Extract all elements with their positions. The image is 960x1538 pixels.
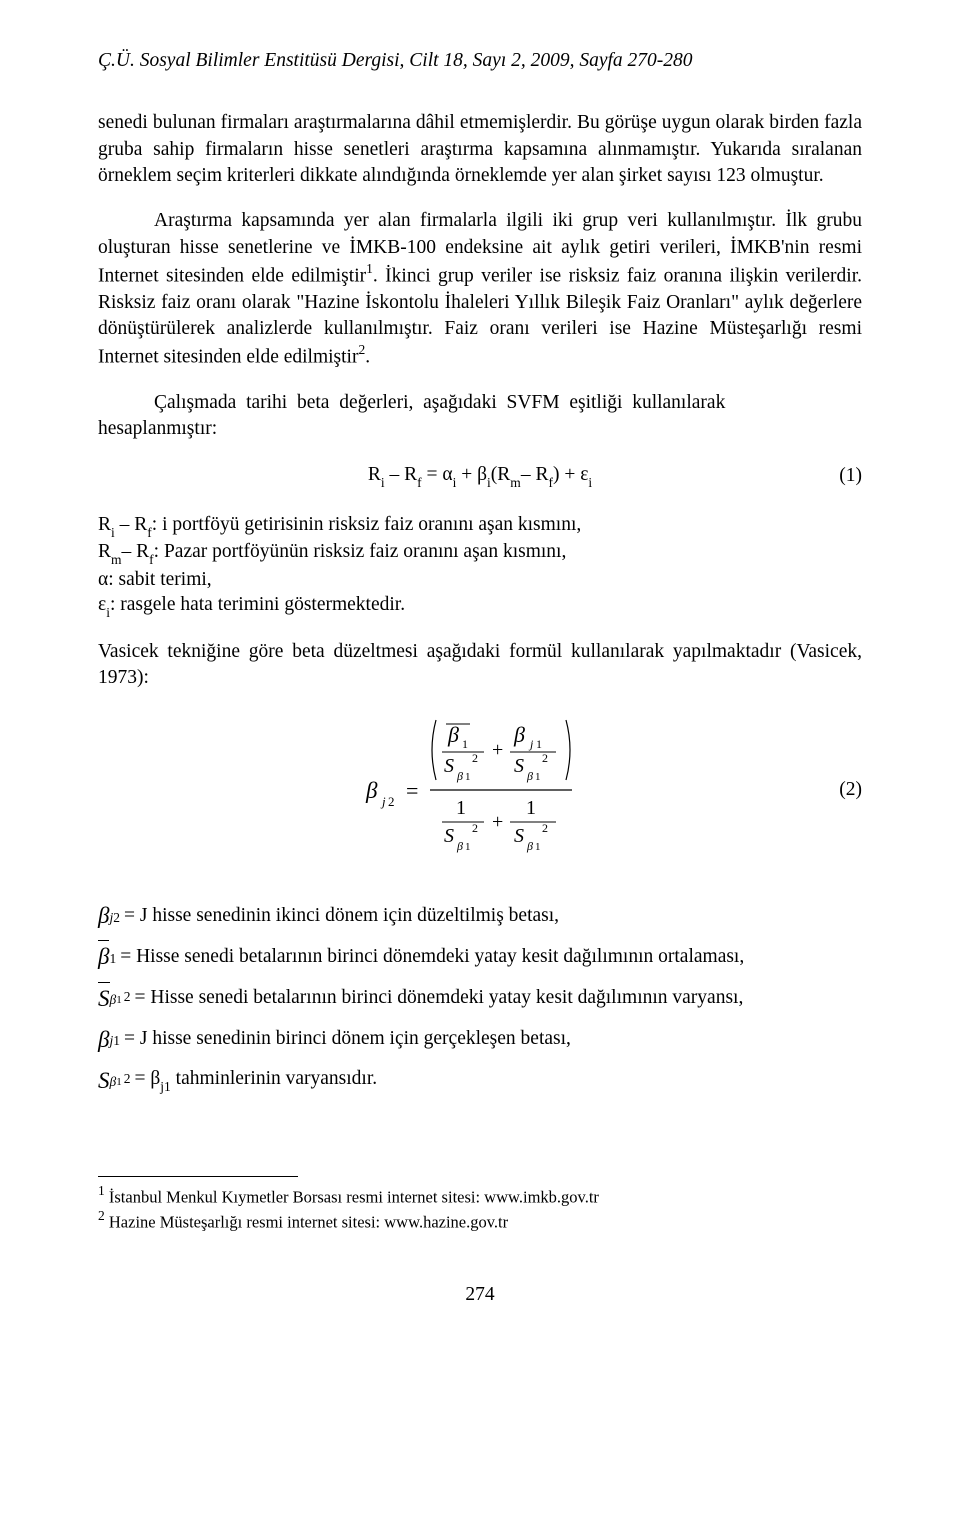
footnote-separator <box>98 1176 298 1177</box>
svg-text:1: 1 <box>465 771 471 783</box>
svg-text:β: β <box>365 778 378 803</box>
svg-text:2: 2 <box>472 821 478 835</box>
beta-def-1: βj2 = J hisse senedinin ikinci dönem içi… <box>98 900 862 931</box>
svg-text:1: 1 <box>456 797 466 819</box>
svg-text:β: β <box>456 769 463 783</box>
svg-text:2: 2 <box>472 751 478 765</box>
beta-def-2: β1 = Hisse senedi betalarının birinci dö… <box>98 941 862 972</box>
paragraph-1: senedi bulunan firmaları araştırmalarına… <box>98 110 862 189</box>
svg-text:S: S <box>444 825 454 847</box>
svg-text:1: 1 <box>526 797 536 819</box>
svg-text:β: β <box>513 722 525 747</box>
svg-text:j: j <box>528 737 534 751</box>
paragraph-4: Vasicek tekniğine göre beta düzeltmesi a… <box>98 639 862 692</box>
equation-2: β j 2 = β 1 S β 1 2 + β j 1 S β 1 2 1 <box>98 710 862 870</box>
equation-1: Ri – Rf = αi + βi(Rm– Rf) + εi (1) <box>98 462 862 490</box>
svg-text:S: S <box>514 755 524 777</box>
beta-def-4-text: = J hisse senedinin birinci dönem için g… <box>124 1026 571 1052</box>
def-line-1: Ri – Rf: i portföyü getirisinin risksiz … <box>98 512 862 539</box>
svg-text:β: β <box>526 839 533 853</box>
footnote-ref-1: 1 <box>366 261 373 276</box>
svg-text:2: 2 <box>388 794 395 809</box>
page-number: 274 <box>98 1282 862 1308</box>
paragraph-3: Çalışmada tarihi beta değerleri, aşağıda… <box>98 390 862 443</box>
beta-def-3-text: = Hisse senedi betalarının birinci dönem… <box>134 985 743 1011</box>
equation-1-body: Ri – Rf = αi + βi(Rm– Rf) + εi <box>368 462 592 490</box>
svg-text:2: 2 <box>542 821 548 835</box>
beta-def-2-text: = Hisse senedi betalarının birinci dönem… <box>120 944 744 970</box>
footnote-1-text: İstanbul Menkul Kıymetler Borsası resmi … <box>105 1187 599 1206</box>
svg-text:S: S <box>514 825 524 847</box>
svg-text:β: β <box>447 722 459 747</box>
paragraph-2: Araştırma kapsamında yer alan firmalarla… <box>98 208 862 371</box>
journal-header: Ç.Ü. Sosyal Bilimler Enstitüsü Dergisi, … <box>98 48 862 74</box>
svg-text:+: + <box>492 811 503 833</box>
beta-definitions-block: βj2 = J hisse senedinin ikinci dönem içi… <box>98 900 862 1096</box>
svg-text:S: S <box>444 755 454 777</box>
equation-2-number: (2) <box>839 777 862 803</box>
beta-def-5-sub: j1 <box>160 1079 171 1094</box>
def-line-3: α: sabit terimi, <box>98 567 862 592</box>
svg-text:1: 1 <box>465 841 471 853</box>
footnote-1-number: 1 <box>98 1183 105 1198</box>
svg-text:1: 1 <box>535 841 541 853</box>
svg-text:1: 1 <box>536 737 542 751</box>
svg-text:=: = <box>406 778 418 803</box>
footnote-2-text: Hazine Müsteşarlığı resmi internet sites… <box>105 1212 508 1231</box>
def-line-4: εi: rasgele hata terimini göstermektedir… <box>98 592 862 619</box>
def-line-2: Rm– Rf: Pazar portföyünün risksiz faiz o… <box>98 539 862 566</box>
beta-def-3: Sβ12 = Hisse senedi betalarının birinci … <box>98 983 862 1014</box>
footnote-2-number: 2 <box>98 1208 105 1223</box>
footnote-1: 1 İstanbul Menkul Kıymetler Borsası resm… <box>98 1183 862 1208</box>
footnote-ref-2: 2 <box>358 342 365 357</box>
beta-def-5-pre: = β <box>134 1068 160 1089</box>
para2-text-c: . <box>365 347 370 368</box>
equation-2-svg: β j 2 = β 1 S β 1 2 + β j 1 S β 1 2 1 <box>350 710 610 870</box>
svg-text:1: 1 <box>535 771 541 783</box>
svg-text:+: + <box>492 739 503 761</box>
svg-text:β: β <box>526 769 533 783</box>
definitions-block-1: Ri – Rf: i portföyü getirisinin risksiz … <box>98 512 862 620</box>
beta-def-1-text: = J hisse senedinin ikinci dönem için dü… <box>124 903 559 929</box>
svg-text:j: j <box>380 794 386 809</box>
beta-def-5: Sβ12 = βj1 tahminlerinin varyansıdır. <box>98 1065 862 1096</box>
beta-def-4: βj1 = J hisse senedinin birinci dönem iç… <box>98 1024 862 1055</box>
svg-text:2: 2 <box>542 751 548 765</box>
svg-text:β: β <box>456 839 463 853</box>
footnote-2: 2 Hazine Müsteşarlığı resmi internet sit… <box>98 1208 862 1233</box>
beta-def-5-post: tahminlerinin varyansıdır. <box>171 1068 377 1089</box>
equation-1-number: (1) <box>839 463 862 489</box>
svg-text:1: 1 <box>462 737 468 751</box>
